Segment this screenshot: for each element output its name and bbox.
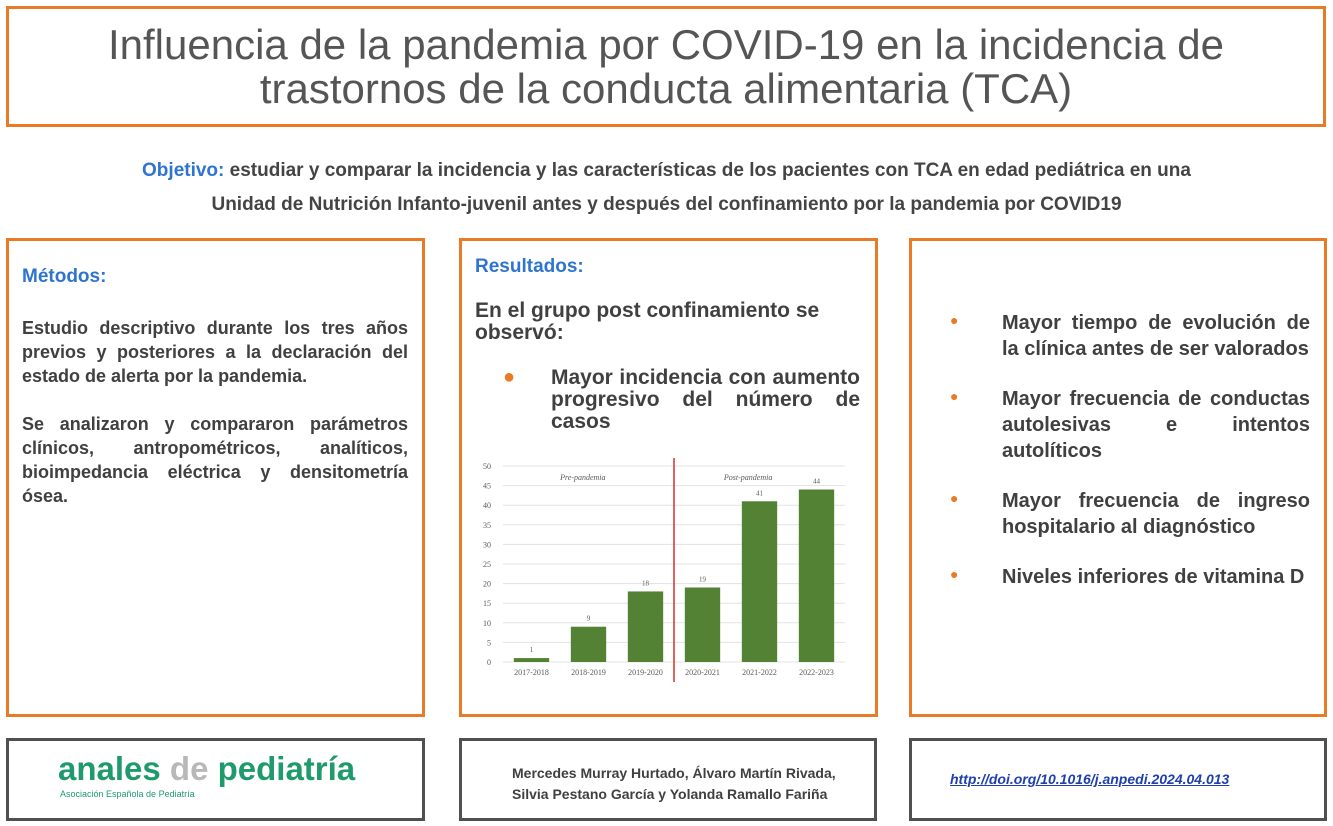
methods-heading: Métodos:	[22, 266, 107, 287]
finding: ● Mayor frecuencia de ingreso hospitalari…	[950, 488, 1310, 540]
finding-text: Mayor tiempo de evolución de la clínica …	[1002, 312, 1310, 360]
bullet: ●	[950, 312, 959, 328]
annotation: Post-pandemia	[723, 473, 772, 482]
finding: ● Mayor tiempo de evolución de la clínica…	[950, 310, 1310, 362]
x-tick-label: 2022-2023	[799, 668, 834, 677]
bullet: ●	[503, 366, 516, 388]
bullet: ●	[950, 490, 959, 506]
x-tick-label: 2020-2021	[685, 668, 720, 677]
value-label: 9	[587, 615, 591, 623]
logo-word: anales	[58, 750, 161, 787]
findings-list: ● Mayor tiempo de evolución de la clínica…	[950, 310, 1310, 614]
bar	[741, 501, 778, 662]
results-heading: Resultados:	[475, 256, 584, 277]
y-tick-label: 45	[483, 482, 491, 491]
x-tick-label: 2019-2020	[628, 668, 663, 677]
bar	[570, 626, 607, 662]
y-tick-label: 30	[483, 540, 491, 549]
y-tick-label: 25	[483, 560, 491, 569]
y-tick-label: 35	[483, 521, 491, 530]
finding-text: Mayor frecuencia de ingreso hospitalario…	[1002, 490, 1310, 538]
title-line: Influencia de la pandemia por COVID-19 e…	[107, 21, 1224, 68]
methods-paragraph: Estudio descriptivo durante los tres año…	[22, 318, 408, 386]
doi-link[interactable]: http://doi.org/10.1016/j.anpedi.2024.04.…	[950, 771, 1230, 787]
value-label: 19	[699, 576, 707, 584]
y-tick-label: 40	[483, 501, 491, 510]
y-tick-label: 50	[483, 462, 491, 471]
y-tick-label: 0	[487, 658, 491, 667]
methods-box	[6, 238, 425, 717]
finding-text: Mayor frecuencia de conductas autolesiva…	[1002, 388, 1310, 462]
author-line: Mercedes Murray Hurtado, Álvaro Martín R…	[512, 765, 836, 781]
x-tick-label: 2017-2018	[514, 668, 549, 677]
objective-text: Unidad de Nutrición Infanto-juvenil ante…	[211, 194, 1122, 215]
doi-box	[909, 738, 1327, 821]
results-box	[459, 238, 878, 717]
value-label: 41	[756, 489, 764, 497]
y-tick-label: 10	[483, 619, 491, 628]
logo-word: pediatría	[217, 750, 356, 787]
logo-box	[6, 738, 425, 821]
bullet: ●	[950, 388, 959, 404]
objective-text: estudiar y comparar la incidencia y las …	[229, 160, 1191, 181]
x-tick-label: 2021-2022	[742, 668, 777, 677]
value-label: 1	[530, 646, 534, 654]
y-tick-label: 20	[483, 580, 491, 589]
logo: anales de pediatría	[58, 750, 355, 788]
value-label: 44	[813, 478, 821, 486]
author-line: Silvia Pestano García y Yolanda Ramallo …	[512, 786, 828, 802]
value-label: 18	[642, 579, 650, 587]
bar	[684, 587, 721, 662]
logo-subtitle: Asociación Española de Pediatría	[60, 789, 195, 799]
bullet: ●	[950, 566, 959, 582]
bar	[798, 489, 835, 662]
authors: Mercedes Murray Hurtado, Álvaro Martín R…	[512, 763, 836, 805]
y-tick-label: 5	[487, 638, 491, 647]
finding: ● Niveles inferiores de vitamina D	[950, 564, 1310, 590]
bar	[627, 591, 664, 662]
bar	[513, 658, 550, 662]
methods-paragraph: Se analizaron y compararon parámetros cl…	[22, 414, 408, 506]
objective-line: Objetivo: estudiar y comparar la inciden…	[0, 160, 1333, 182]
results-bullet: Mayor incidencia con aumento progresivo …	[551, 366, 860, 433]
annotation: Pre-pandemia	[559, 473, 605, 482]
title-box: Influencia de la pandemia por COVID-19 e…	[6, 6, 1326, 127]
logo-word: de	[169, 750, 209, 787]
finding: ● Mayor frecuencia de conductas autolesiv…	[950, 386, 1310, 464]
methods-text: Estudio descriptivo durante los tres año…	[22, 316, 408, 508]
y-tick-label: 15	[483, 599, 491, 608]
findings-box	[909, 238, 1327, 717]
objective-label: Objetivo:	[142, 160, 225, 181]
title-line: trastornos de la conducta alimentaria (T…	[259, 65, 1073, 112]
finding-text: Niveles inferiores de vitamina D	[1002, 566, 1305, 588]
results-intro: En el grupo post confinamiento se observ…	[475, 299, 820, 344]
authors-box	[459, 738, 877, 821]
x-tick-label: 2018-2019	[571, 668, 606, 677]
